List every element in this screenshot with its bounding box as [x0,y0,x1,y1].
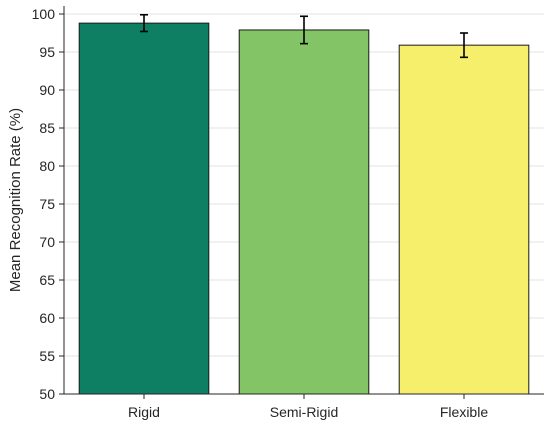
y-tick-label: 65 [39,272,55,288]
x-tick-label: Semi-Rigid [270,404,338,420]
y-tick-label: 80 [39,158,55,174]
x-tick-labels: Rigid Semi-Rigid Flexible [128,394,488,420]
y-tick-label: 60 [39,310,55,326]
x-tick-label: Flexible [440,404,488,420]
error-bars [140,13,468,59]
y-axis-title: Mean Recognition Rate (%) [7,108,24,292]
y-tick-label: 85 [39,120,55,136]
bar-rigid [78,22,210,395]
bars [78,22,530,395]
y-tick-label: 90 [39,82,55,98]
y-tick-label: 100 [32,6,56,22]
y-tick-label: 70 [39,234,55,250]
x-tick-label: Rigid [128,404,160,420]
y-tick-label: 55 [39,348,55,364]
y-tick-label: 50 [39,386,55,402]
bar-flexible [398,44,530,395]
y-tick-label: 95 [39,44,55,60]
bar-semi-rigid [238,29,370,395]
y-tick-labels: 50 55 60 65 70 75 80 85 90 95 100 [32,6,64,402]
y-tick-label: 75 [39,196,55,212]
